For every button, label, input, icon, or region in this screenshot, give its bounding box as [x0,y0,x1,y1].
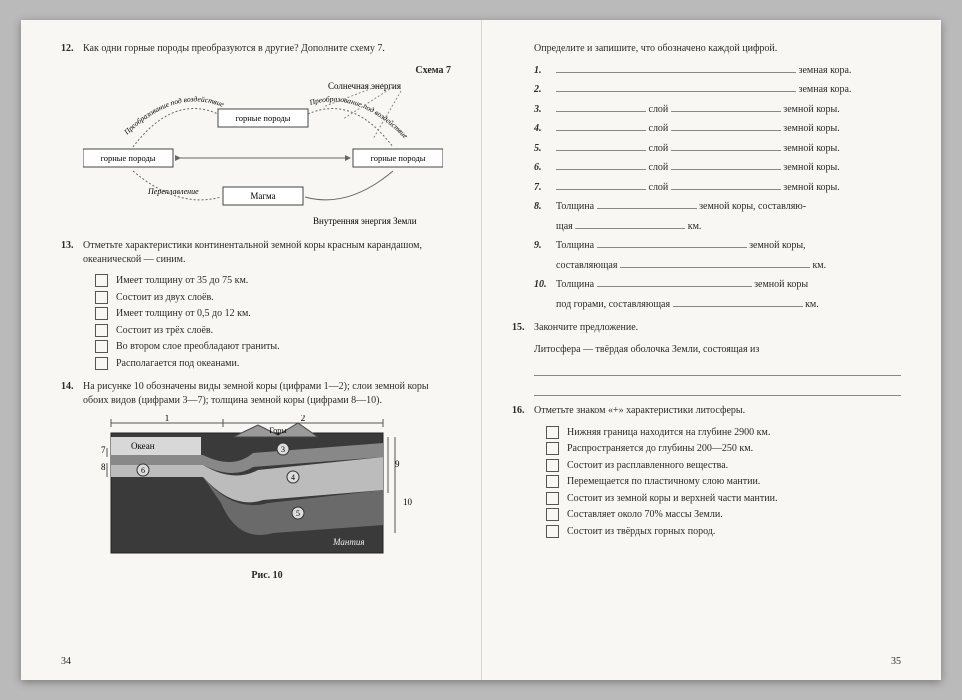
q13-text: Отметьте характеристики континентальной … [83,239,451,266]
q14-text: На рисунке 10 обозначены виды земной кор… [83,380,451,407]
q15-number: 15. [512,321,534,335]
page-number-right: 35 [891,655,901,669]
q16-item: Нижняя граница находится на глубине 2900… [567,426,770,440]
q16-item: Состоит из расплавленного вещества. [567,459,728,473]
q12-number: 12. [61,42,83,56]
q16-item: Состоит из твёрдых горных пород. [567,525,715,539]
checkbox[interactable] [546,508,559,521]
q16-item: Перемещается по пластичному слою мантии. [567,475,760,489]
checkbox[interactable] [546,492,559,505]
checkbox[interactable] [546,525,559,538]
q16-item: Распространяется до глубины 200—250 км. [567,442,753,456]
q16-checklist: Нижняя граница находится на глубине 2900… [546,426,901,539]
svg-text:Горы: Горы [269,426,287,435]
checkbox[interactable] [95,307,108,320]
svg-text:1: 1 [165,415,170,423]
svg-text:Переплавление: Переплавление [147,187,199,196]
checkbox[interactable] [546,426,559,439]
question-16: 16. Отметьте знаком «+» характеристики л… [512,404,901,418]
q13-checklist: Имеет толщину от 35 до 75 км. Состоит из… [95,274,451,370]
q13-number: 13. [61,239,83,266]
checkbox[interactable] [95,357,108,370]
q16-item: Состоит из земной коры и верхней части м… [567,492,777,506]
svg-text:8: 8 [101,462,106,472]
figure-10: 1 2 Океан Горы Мантия 3 4 5 [83,415,451,583]
checkbox[interactable] [95,324,108,337]
q13-item: Располагается под океанами. [116,357,239,371]
fig10-caption: Рис. 10 [83,569,451,583]
svg-text:Преобразование под воздействие: Преобразование под воздействием [83,79,226,137]
svg-text:6: 6 [141,466,145,475]
q13-item: Во втором слое преобладают граниты. [116,340,280,354]
q16-item: Составляет около 70% массы Земли. [567,508,723,522]
q16-number: 16. [512,404,534,418]
q15-text: Закончите предложение. [534,321,901,335]
svg-text:10: 10 [403,497,413,507]
q13-item: Имеет толщину от 0,5 до 12 км. [116,307,251,321]
page-right: Определите и запишите, что обозначено ка… [481,20,941,680]
svg-text:Магма: Магма [250,191,275,201]
page-number-left: 34 [61,655,71,669]
q13-item: Состоит из двух слоёв. [116,291,214,305]
q13-item: Имеет толщину от 35 до 75 км. [116,274,248,288]
checkbox[interactable] [546,459,559,472]
q14-continued: Определите и запишите, что обозначено ка… [534,42,901,56]
svg-text:5: 5 [296,509,300,518]
checkbox[interactable] [95,274,108,287]
scheme7-diagram: Солнечная энергия горные породы горные п… [83,79,451,229]
checkbox[interactable] [95,291,108,304]
answer-rows: 1. земная кора. 2. земная кора. 3. слой … [534,64,901,312]
q16-text: Отметьте знаком «+» характеристики литос… [534,404,901,418]
q12-text: Как одни горные породы преобразуются в д… [83,42,451,56]
question-15: 15. Закончите предложение. [512,321,901,335]
question-14: 14. На рисунке 10 обозначены виды земной… [61,380,451,407]
checkbox[interactable] [95,340,108,353]
svg-text:Внутренняя энергия Земли: Внутренняя энергия Земли [313,216,417,226]
svg-text:горные породы: горные породы [235,113,290,123]
scheme7-top-text: Солнечная энергия [328,81,401,91]
scheme7-label: Схема 7 [61,64,451,78]
svg-text:9: 9 [395,459,400,469]
q15-blank-lines [534,362,901,396]
q14-number: 14. [61,380,83,407]
svg-text:горные породы: горные породы [100,153,155,163]
book-spread: 12. Как одни горные породы преобразуются… [21,20,941,680]
svg-text:4: 4 [291,473,295,482]
q15-sentence-start: Литосфера — твёрдая оболочка Земли, сост… [534,343,901,357]
svg-text:Мантия: Мантия [332,537,365,547]
q13-item: Состоит из трёх слоёв. [116,324,213,338]
question-13: 13. Отметьте характеристики континенталь… [61,239,451,266]
svg-text:горные породы: горные породы [370,153,425,163]
svg-text:Океан: Океан [131,441,155,451]
question-12: 12. Как одни горные породы преобразуются… [61,42,451,56]
checkbox[interactable] [546,442,559,455]
checkbox[interactable] [546,475,559,488]
svg-text:2: 2 [301,415,306,423]
svg-text:3: 3 [281,445,285,454]
page-left: 12. Как одни горные породы преобразуются… [21,20,481,680]
svg-text:7: 7 [101,445,106,455]
